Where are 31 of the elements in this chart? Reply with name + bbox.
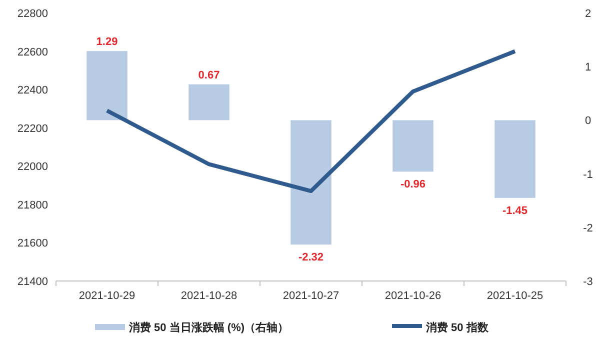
y-tick-label: 21400 (17, 276, 48, 288)
y-tick-label: 22000 (17, 161, 48, 174)
x-tick-label: 2021-10-29 (78, 290, 136, 302)
y2-tick-label: 2 (584, 8, 592, 20)
legend-label: 消费 50 当日涨跌幅 (%)（右轴） (128, 321, 289, 334)
data-label: 1.29 (96, 36, 118, 48)
x-tick-label: 2021-10-25 (486, 290, 544, 302)
bar (392, 120, 434, 172)
y-tick-label: 21800 (17, 199, 48, 212)
y-tick-label: 22800 (17, 8, 48, 20)
x-tick-label: 2021-10-26 (384, 290, 442, 302)
x-tick-label: 2021-10-27 (282, 290, 340, 302)
y2-tick-label: 1 (584, 62, 592, 74)
data-label: -2.32 (298, 252, 324, 264)
y2-tick-label: -1 (583, 168, 593, 181)
data-label: -1.45 (502, 204, 528, 217)
y-tick-label: 22200 (17, 122, 48, 135)
y-tick-label: 22400 (17, 84, 48, 97)
bar (290, 120, 332, 245)
y2-tick-label: -2 (583, 222, 593, 234)
data-label: 0.67 (198, 69, 220, 82)
y-tick-label: 21600 (17, 238, 48, 250)
x-tick-label: 2021-10-28 (180, 290, 238, 302)
bar (188, 84, 230, 120)
y2-tick-label: 0 (584, 115, 592, 128)
y-tick-label: 22600 (17, 46, 48, 58)
y2-tick-label: -3 (583, 276, 593, 288)
bar (494, 120, 536, 198)
bar (86, 51, 128, 120)
data-label: -0.96 (400, 178, 426, 191)
legend-label: 消费 50 指数 (425, 321, 490, 334)
